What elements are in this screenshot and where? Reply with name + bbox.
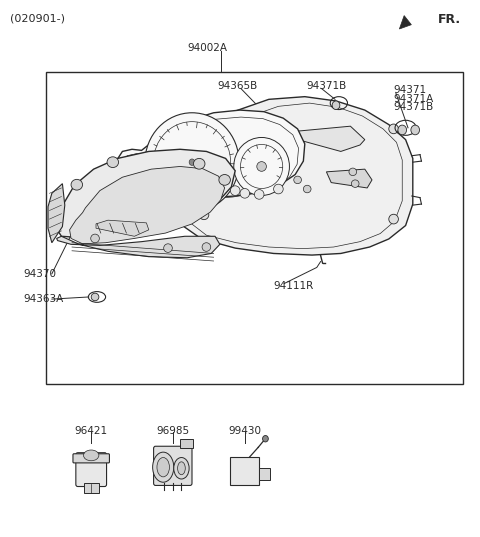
Text: 94365B: 94365B — [217, 81, 257, 91]
Ellipse shape — [349, 168, 357, 176]
Ellipse shape — [389, 214, 398, 224]
Ellipse shape — [71, 179, 83, 190]
Bar — [180, 439, 193, 448]
Ellipse shape — [219, 175, 230, 185]
Ellipse shape — [332, 101, 340, 110]
Text: 94371A: 94371A — [394, 94, 434, 104]
Ellipse shape — [178, 462, 185, 475]
Text: 94370: 94370 — [23, 269, 56, 279]
Ellipse shape — [164, 244, 172, 252]
Ellipse shape — [230, 186, 240, 195]
Text: 94371B: 94371B — [394, 103, 434, 112]
Ellipse shape — [411, 125, 420, 135]
Text: (020901-): (020901-) — [10, 13, 65, 24]
Polygon shape — [55, 149, 235, 237]
Ellipse shape — [91, 293, 99, 301]
Polygon shape — [57, 236, 220, 258]
Text: 94111R: 94111R — [274, 281, 314, 291]
Ellipse shape — [211, 184, 221, 194]
Ellipse shape — [91, 234, 99, 243]
Text: 96421: 96421 — [74, 426, 108, 436]
Ellipse shape — [303, 185, 311, 193]
FancyBboxPatch shape — [76, 453, 107, 487]
Text: 94360B: 94360B — [76, 183, 116, 193]
Ellipse shape — [274, 184, 283, 194]
Polygon shape — [116, 110, 305, 198]
Ellipse shape — [284, 163, 292, 170]
Text: 94363A: 94363A — [23, 294, 63, 304]
Text: 99430: 99430 — [228, 426, 261, 436]
Ellipse shape — [157, 458, 169, 477]
Polygon shape — [288, 126, 365, 151]
Ellipse shape — [193, 158, 205, 169]
Ellipse shape — [84, 450, 99, 461]
FancyBboxPatch shape — [73, 454, 109, 463]
Polygon shape — [326, 169, 372, 188]
FancyBboxPatch shape — [154, 446, 192, 485]
Polygon shape — [70, 166, 225, 244]
Ellipse shape — [189, 159, 195, 165]
Ellipse shape — [174, 458, 189, 479]
Polygon shape — [48, 184, 65, 243]
Polygon shape — [175, 97, 413, 255]
Ellipse shape — [107, 157, 119, 168]
Text: 96985: 96985 — [156, 426, 190, 436]
Ellipse shape — [199, 146, 209, 155]
Ellipse shape — [202, 243, 211, 251]
Bar — [84, 483, 99, 493]
Bar — [259, 468, 270, 480]
Bar — [230, 457, 259, 485]
Ellipse shape — [185, 155, 199, 169]
Ellipse shape — [294, 176, 301, 184]
Polygon shape — [399, 16, 411, 29]
Ellipse shape — [234, 137, 289, 195]
Text: 94371: 94371 — [394, 85, 427, 95]
Ellipse shape — [389, 124, 398, 134]
Text: 94002A: 94002A — [187, 43, 228, 53]
Text: 94371B: 94371B — [306, 81, 347, 91]
Text: FR.: FR. — [438, 13, 461, 26]
Bar — [46, 72, 463, 384]
Ellipse shape — [153, 452, 174, 482]
Ellipse shape — [398, 125, 407, 135]
Ellipse shape — [145, 113, 239, 212]
Ellipse shape — [254, 190, 264, 199]
Ellipse shape — [199, 210, 209, 220]
Ellipse shape — [257, 162, 266, 171]
Ellipse shape — [263, 436, 268, 442]
Polygon shape — [96, 220, 149, 236]
Ellipse shape — [240, 188, 250, 198]
Ellipse shape — [351, 180, 359, 187]
